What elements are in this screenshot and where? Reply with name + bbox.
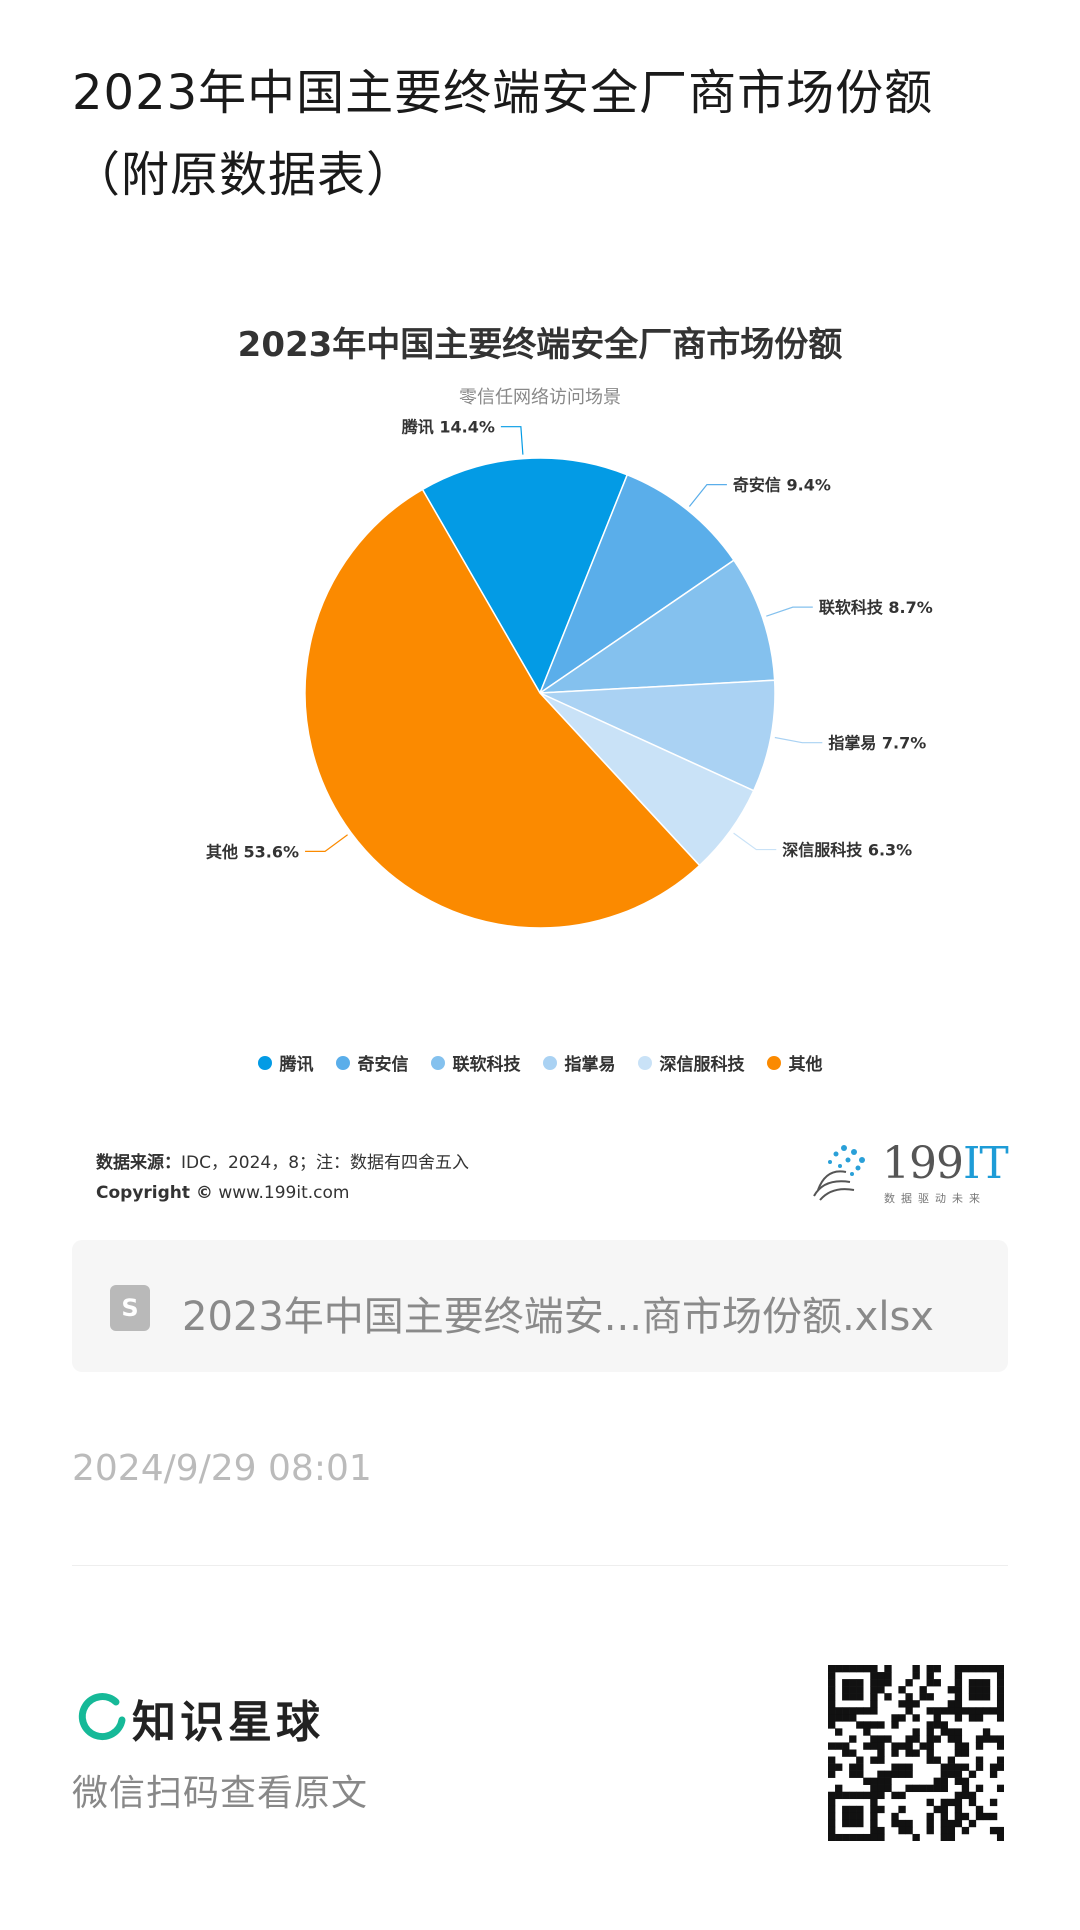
pie-slice-0 (421, 457, 629, 695)
legend-marker (257, 1055, 272, 1070)
source-label: 数据来源： (96, 1153, 181, 1173)
legend-item-2: 联软科技 (430, 1050, 521, 1075)
pie-slice-2 (537, 559, 776, 694)
legend-label: 奇安信 (357, 1055, 409, 1075)
zsxq-logo-icon (78, 1693, 126, 1741)
attachment-file[interactable]: S 2023年中国主要终端安...商市场份额.xlsx (72, 1240, 1008, 1372)
data-label-0: 腾讯 14.4% (402, 418, 495, 437)
legend-item-5: 其他 (766, 1050, 823, 1075)
copyright-url: www.199it.com (218, 1183, 350, 1203)
chart-title: 2023年中国主要终端安全厂商市场份额 (237, 325, 843, 365)
legend-label: 腾讯 (279, 1055, 314, 1075)
legend-item-1: 奇安信 (335, 1050, 409, 1075)
data-label-1: 奇安信 9.4% (733, 476, 831, 495)
copyright-line: Copyright © www.199it.com (96, 1178, 469, 1208)
brand-dots-icon (813, 1145, 865, 1201)
label-leader-2 (766, 606, 813, 617)
spreadsheet-icon: S (110, 1285, 150, 1331)
qr-code-icon[interactable] (828, 1665, 1004, 1841)
legend-marker (430, 1055, 445, 1070)
brand-name: 199IT (882, 1138, 1009, 1189)
data-label-2: 联软科技 8.7% (819, 598, 933, 617)
scan-hint: 微信扫码查看原文 (72, 1773, 369, 1814)
label-leader-1 (688, 483, 727, 507)
pie-slice-5 (304, 488, 701, 929)
post-timestamp: 2024/9/29 08:01 (72, 1448, 372, 1489)
pie-slice-3 (539, 679, 776, 792)
legend-marker (766, 1055, 781, 1070)
data-label-4: 深信服科技 6.3% (782, 841, 912, 860)
legend-item-4: 深信服科技 (637, 1050, 745, 1075)
source-block: 数据来源：IDC，2024，8；注：数据有四舍五入 Copyright © ww… (96, 1148, 469, 1208)
label-leader-0 (500, 426, 524, 455)
data-label-3: 指掌易 7.7% (828, 734, 926, 753)
file-name: 2023年中国主要终端安...商市场份额.xlsx (182, 1294, 934, 1340)
legend-item-0: 腾讯 (257, 1050, 314, 1075)
chart-legend: 腾讯 奇安信 联软科技 指掌易 深信服科技 其他 (72, 1050, 1008, 1075)
legend-marker (542, 1055, 557, 1070)
article-title: 2023年中国主要终端安全厂商市场份额（附原数据表） (72, 65, 934, 203)
copyright-label: Copyright © (96, 1183, 213, 1203)
legend-marker (335, 1055, 350, 1070)
brand-tagline: 数据驱动未来 (884, 1192, 986, 1205)
legend-label: 联软科技 (452, 1055, 521, 1075)
chart-card: 2023年中国主要终端安全厂商市场份额 零信任网络访问场景 腾讯 14.4% 奇安… (72, 295, 1008, 1215)
label-leader-3 (774, 736, 823, 744)
legend-item-3: 指掌易 (542, 1050, 616, 1075)
legend-label: 深信服科技 (659, 1055, 745, 1075)
label-leader-4 (733, 832, 777, 851)
data-label-5: 其他 53.6% (206, 842, 299, 861)
legend-label: 指掌易 (564, 1055, 616, 1075)
divider (72, 1565, 1008, 1566)
chart-subtitle: 零信任网络访问场景 (459, 387, 621, 408)
legend-marker (637, 1055, 652, 1070)
app-name: 知识星球 (132, 1697, 324, 1748)
source-text: IDC，2024，8；注：数据有四舍五入 (181, 1153, 470, 1173)
pie-chart: 腾讯 14.4% 奇安信 9.4% 联软科技 8.7% 指掌易 7.7% 深信服科技 6… (206, 418, 933, 929)
brand-logo: 199IT 数据驱动未来 (806, 1138, 1009, 1208)
legend-label: 其他 (788, 1055, 823, 1075)
source-line: 数据来源：IDC，2024，8；注：数据有四舍五入 (96, 1148, 469, 1178)
pie-slice-1 (538, 473, 735, 696)
label-leader-5 (305, 834, 348, 852)
